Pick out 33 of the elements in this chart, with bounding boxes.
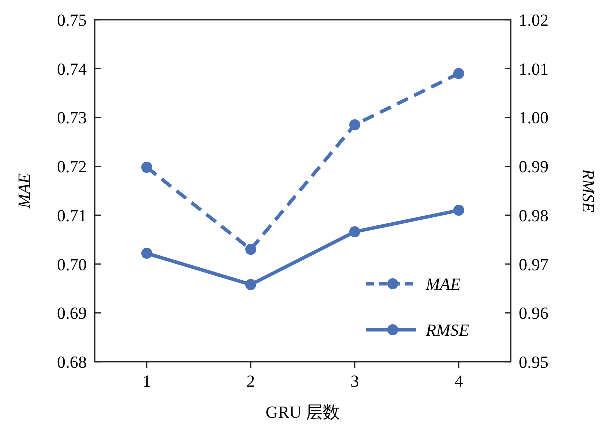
point: [246, 244, 256, 256]
y-axis-title: MAE: [15, 172, 34, 210]
point: [246, 279, 256, 290]
point: [454, 205, 464, 216]
y2-tick-label: 1.00: [519, 108, 549, 128]
y2-tick-label: 0.99: [519, 158, 549, 177]
y-tick-label: 0.72: [57, 158, 87, 177]
y2-tick-label: 0.96: [519, 304, 549, 324]
y2-tick-label: 0.98: [519, 206, 549, 226]
y-tick-label: 0.71: [57, 206, 87, 226]
y-tick-label: 0.68: [57, 353, 87, 372]
point: [454, 68, 464, 80]
legend-label: RMSE: [425, 321, 470, 340]
x-tick-label: 3: [350, 372, 360, 391]
y-tick-label: 0.73: [57, 108, 87, 128]
y2-tick-label: 0.97: [519, 255, 550, 274]
point: [142, 248, 152, 260]
y-tick-label: 0.75: [57, 11, 87, 30]
y2-tick-label: 1.01: [519, 60, 549, 79]
y2-tick-label: 1.02: [519, 11, 549, 30]
point: [350, 226, 360, 238]
legend-label: MAE: [425, 275, 462, 294]
x-tick-label: 4: [454, 372, 464, 391]
point: [142, 162, 152, 174]
y2-axis-title: RMSE: [579, 168, 598, 214]
x-axis-title: GRU 层数: [266, 403, 340, 422]
y2-tick-label: 0.95: [519, 353, 549, 372]
x-tick-label: 2: [246, 372, 256, 391]
y-tick-label: 0.74: [57, 60, 88, 79]
y-tick-label: 0.69: [57, 304, 87, 324]
point: [350, 120, 360, 131]
y-tick-label: 0.70: [57, 255, 87, 274]
x-tick-label: 1: [142, 372, 152, 391]
